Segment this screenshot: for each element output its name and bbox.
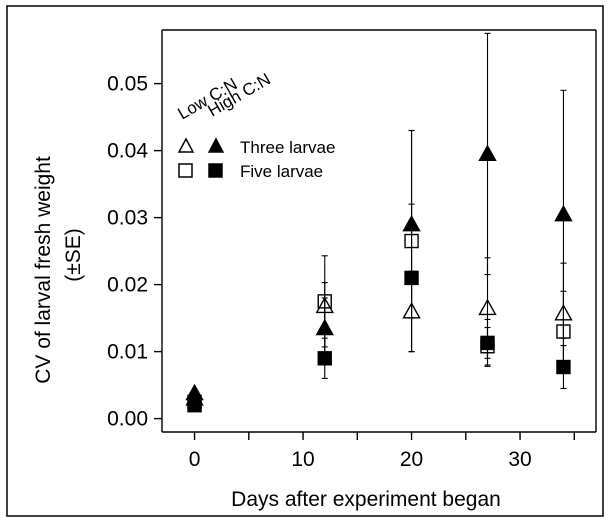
marker-high_five bbox=[480, 335, 495, 351]
y-tick-label: 0.05 bbox=[107, 73, 148, 96]
x-tick-label: 0 bbox=[189, 448, 201, 471]
y-tick-label: 0.03 bbox=[107, 207, 148, 230]
y-tick-label: 0.04 bbox=[107, 140, 148, 163]
x-axis-title: Days after experiment began bbox=[231, 488, 501, 511]
marker-low_five bbox=[317, 294, 332, 309]
marker-high_three bbox=[315, 318, 334, 336]
figure-border bbox=[6, 5, 604, 517]
legend-label-five-larvae: Five larvae bbox=[240, 162, 323, 181]
y-axis-title: CV of larval fresh weight bbox=[32, 156, 55, 384]
marker-low_three bbox=[185, 389, 204, 406]
y-tick-label: 0.02 bbox=[107, 274, 148, 297]
legend-open-square-marker bbox=[178, 163, 193, 178]
marker-low_five bbox=[556, 324, 571, 339]
legend-filled-triangle-marker bbox=[207, 137, 225, 153]
marker-low_five bbox=[404, 233, 419, 249]
legend: Low C:N High C:N Three larvae Five larva… bbox=[175, 70, 336, 181]
marker-low_three bbox=[554, 303, 573, 321]
marker-high_five bbox=[404, 270, 419, 286]
marker-high_five bbox=[317, 351, 332, 366]
marker-low_five bbox=[480, 339, 495, 354]
legend-filled-square-marker bbox=[208, 163, 223, 178]
x-tick-label: 20 bbox=[400, 448, 423, 471]
legend-open-triangle-marker bbox=[177, 137, 195, 153]
y-tick-label: 0.01 bbox=[107, 341, 148, 364]
marker-low_five bbox=[187, 394, 202, 410]
data-markers bbox=[185, 144, 573, 413]
error-bars bbox=[191, 32, 567, 409]
marker-low_three bbox=[478, 298, 497, 316]
marker-high_three bbox=[478, 144, 497, 162]
marker-low_three bbox=[315, 296, 334, 314]
y-tick-label: 0.00 bbox=[107, 408, 148, 431]
marker-low_three bbox=[402, 301, 421, 319]
legend-label-three-larvae: Three larvae bbox=[240, 138, 335, 157]
marker-high_three bbox=[402, 214, 421, 232]
x-tick-label: 10 bbox=[291, 448, 314, 471]
axis-ticks: 0 10 20 30 0.00 0.01 0.02 0.03 0.04 0.05 bbox=[107, 73, 575, 471]
marker-high_five bbox=[556, 359, 571, 375]
y-axis-subtitle: (±SE) bbox=[62, 228, 85, 282]
marker-high_three bbox=[554, 204, 573, 222]
x-tick-label: 30 bbox=[508, 448, 531, 471]
